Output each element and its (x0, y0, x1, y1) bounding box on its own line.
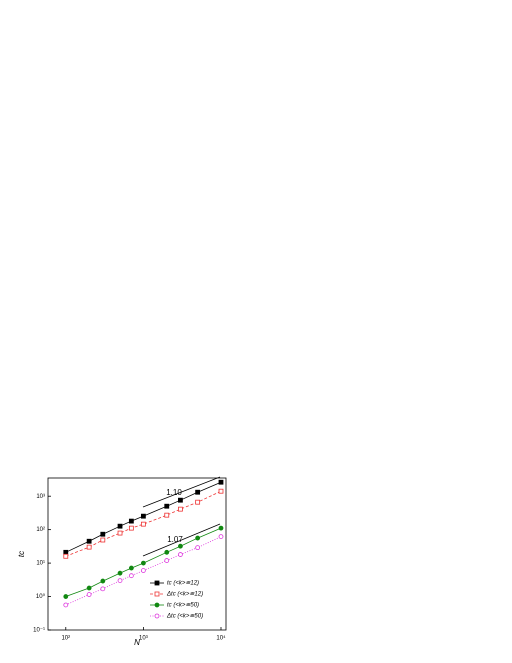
series-line (65, 536, 222, 606)
y-tick-label: 10² (36, 527, 45, 533)
marker (117, 530, 123, 536)
marker (86, 544, 92, 550)
marker (63, 594, 69, 599)
marker (100, 531, 106, 537)
legend-label: tc (<k>≅12) (167, 581, 199, 587)
marker (117, 570, 123, 576)
plot-frame (47, 477, 227, 631)
marker (63, 549, 69, 555)
marker (117, 578, 123, 583)
series-line (65, 481, 222, 553)
marker (100, 586, 106, 592)
marker (164, 512, 170, 518)
marker (178, 552, 183, 557)
marker (128, 565, 134, 571)
marker (86, 592, 92, 597)
marker (100, 537, 106, 543)
marker (218, 479, 224, 485)
marker (178, 506, 183, 512)
x-tick-label: 10² (61, 636, 70, 642)
legend-label: tc (<k>≅50) (167, 603, 199, 609)
fit-line (142, 476, 221, 508)
y-axis-label: tc (17, 551, 26, 557)
marker (218, 488, 224, 494)
fit-line (142, 523, 221, 557)
marker (164, 503, 170, 509)
marker (128, 573, 134, 579)
legend-marker (154, 613, 160, 619)
legend-marker (154, 602, 160, 608)
marker (164, 549, 170, 555)
x-axis-label: N (134, 638, 140, 647)
marker (178, 543, 183, 549)
marker (164, 558, 170, 563)
marker (195, 489, 201, 495)
legend-label: Δtc (<k>≅50) (166, 614, 203, 620)
y-tick-label: 10³ (36, 494, 45, 500)
annotation: 1.07 (167, 535, 183, 544)
annotation: 1.10 (166, 488, 182, 497)
marker (178, 497, 183, 503)
marker (140, 513, 146, 519)
marker (195, 535, 201, 541)
marker (195, 545, 201, 551)
y-tick-label: 10¹ (36, 561, 45, 567)
marker (63, 602, 69, 608)
legend-label: Δtc (<k>≅12) (166, 592, 203, 598)
x-tick-label: 10⁴ (216, 635, 226, 642)
marker (195, 499, 201, 505)
marker (140, 521, 146, 527)
x-tick-label: 10³ (139, 636, 148, 642)
marker (86, 585, 92, 591)
marker (63, 553, 69, 559)
marker (117, 523, 123, 529)
marker (86, 538, 92, 544)
marker (128, 525, 134, 531)
series-line (65, 490, 222, 557)
marker (140, 568, 146, 573)
marker (218, 525, 224, 531)
y-tick-label: 10⁻¹ (33, 628, 45, 634)
legend-marker (154, 591, 160, 597)
marker (128, 518, 134, 524)
marker (100, 578, 106, 584)
marker (140, 560, 146, 566)
series-line (65, 527, 222, 597)
legend-marker (154, 580, 160, 586)
marker (218, 534, 224, 539)
y-tick-label: 10⁰ (36, 593, 46, 600)
